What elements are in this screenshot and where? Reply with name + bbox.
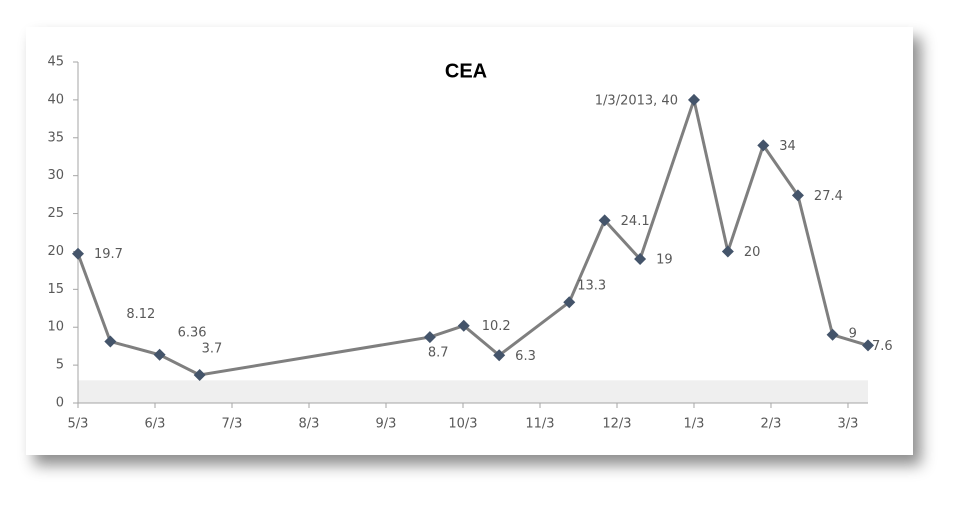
data-point	[598, 214, 611, 227]
data-point	[104, 335, 117, 348]
data-point	[862, 339, 874, 352]
x-tick-label: 10/3	[448, 417, 477, 432]
data-label: 19	[656, 253, 673, 268]
y-tick-label: 40	[47, 92, 64, 107]
data-label: 8.7	[428, 346, 449, 361]
data-point	[72, 247, 84, 260]
data-point	[826, 328, 839, 341]
y-tick-label: 15	[47, 282, 64, 297]
data-point	[791, 189, 804, 202]
data-point	[634, 253, 647, 266]
data-label: 19.7	[94, 247, 123, 262]
x-tick-label: 2/3	[761, 417, 782, 432]
data-label: 7.6	[872, 339, 893, 354]
x-tick-label: 9/3	[376, 417, 397, 432]
data-label: 1/3/2013, 40	[595, 93, 678, 108]
x-tick-label: 12/3	[602, 417, 631, 432]
data-point	[493, 349, 506, 362]
x-tick-label: 7/3	[222, 417, 243, 432]
data-label: 27.4	[814, 189, 843, 204]
y-tick-label: 35	[47, 130, 64, 145]
x-tick-label: 8/3	[299, 417, 320, 432]
x-tick-label: 6/3	[145, 417, 166, 432]
y-tick-label: 0	[56, 396, 64, 411]
x-tick-label: 1/3	[684, 417, 705, 432]
data-label: 10.2	[482, 319, 511, 334]
data-point	[193, 368, 206, 381]
y-tick-label: 25	[47, 206, 64, 221]
data-label: 9	[849, 326, 857, 341]
data-point	[457, 319, 470, 332]
x-tick-label: 5/3	[68, 417, 89, 432]
data-point	[563, 296, 576, 309]
y-tick-label: 5	[56, 358, 64, 373]
data-point	[721, 245, 734, 258]
data-label: 20	[744, 245, 761, 260]
data-label: 3.7	[202, 341, 223, 356]
data-label: 8.12	[126, 307, 155, 322]
x-tick-label: 11/3	[525, 417, 554, 432]
x-tick-label: 3/3	[838, 417, 859, 432]
data-point	[153, 348, 166, 361]
data-label: 24.1	[621, 214, 650, 229]
y-tick-label: 45	[47, 55, 64, 70]
y-tick-label: 30	[47, 168, 64, 183]
data-label: 13.3	[577, 279, 606, 294]
data-label: 6.3	[515, 349, 536, 364]
y-tick-label: 20	[47, 244, 64, 259]
data-label: 34	[779, 139, 796, 154]
data-point	[757, 139, 770, 152]
data-point	[423, 331, 436, 344]
data-label: 6.36	[178, 325, 207, 340]
chart-title: CEA	[445, 60, 487, 82]
y-tick-label: 10	[47, 320, 64, 335]
data-line	[76, 94, 869, 377]
reference-band	[78, 380, 868, 403]
data-point	[687, 93, 700, 106]
